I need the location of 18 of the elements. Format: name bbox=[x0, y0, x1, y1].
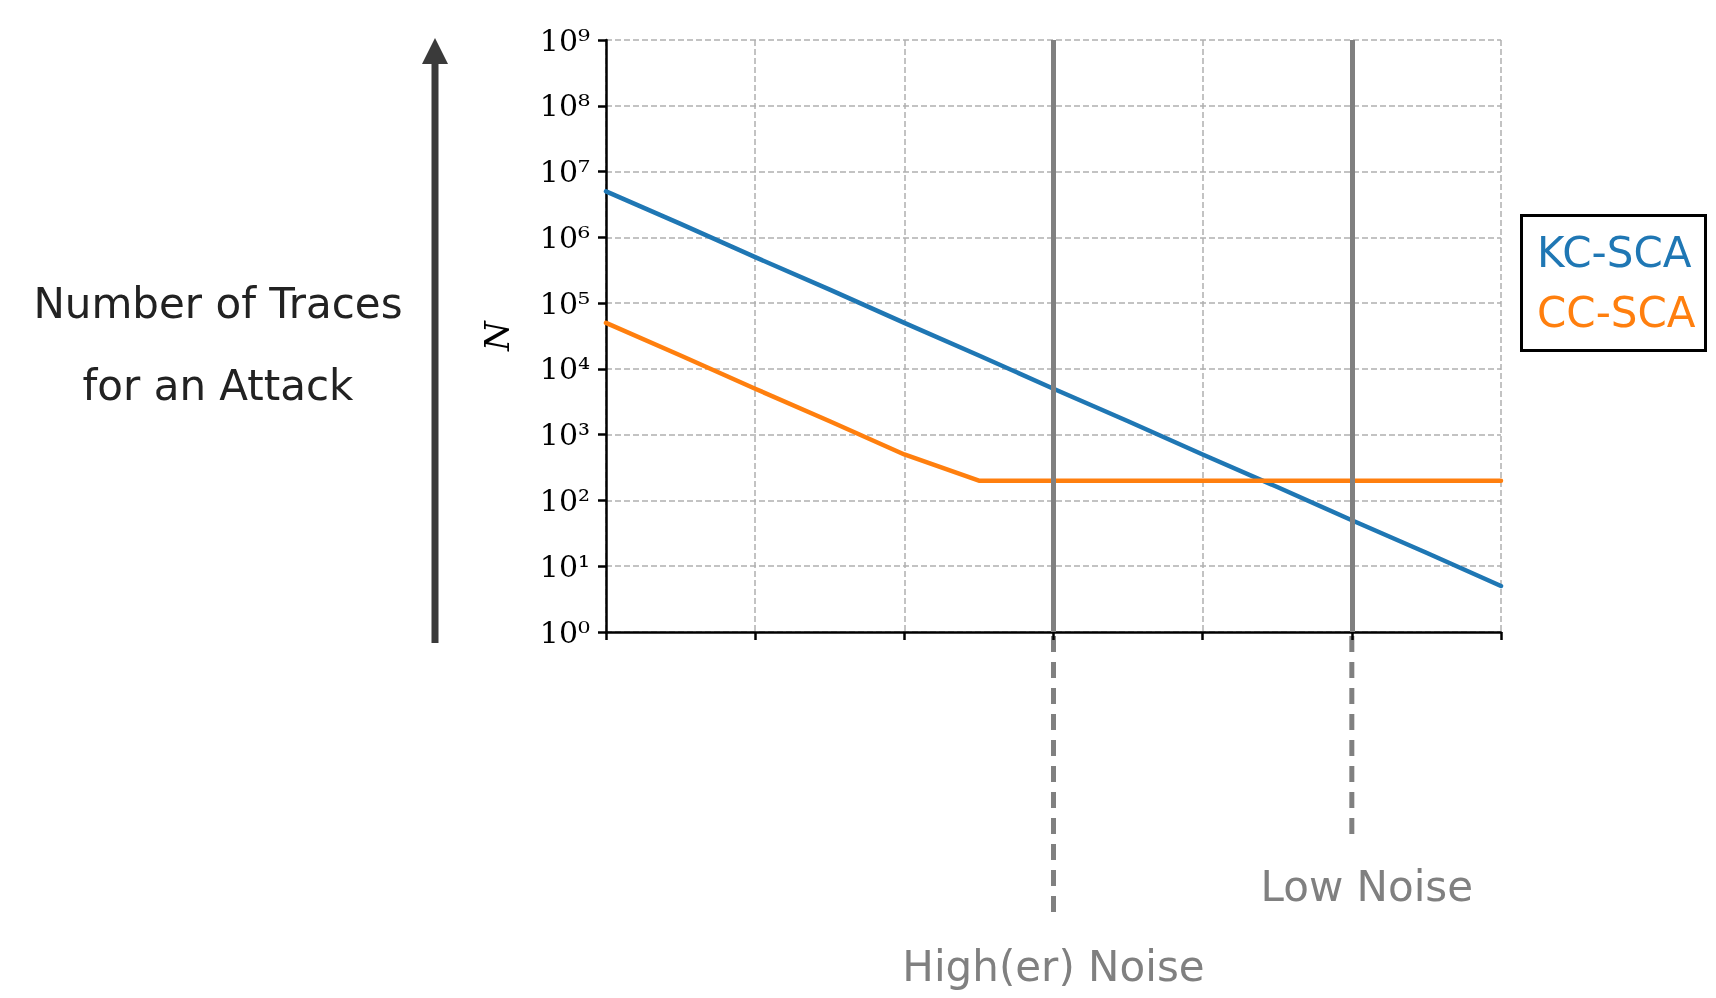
line-series bbox=[603, 320, 1504, 483]
y-tick-label: 10² bbox=[539, 482, 590, 518]
y-tick-label: 10⁴ bbox=[539, 351, 590, 387]
text: Number of Traces for an Attack bbox=[32, 278, 404, 412]
y-tick-label: 10⁰ bbox=[539, 614, 590, 650]
y-tick-label: 10⁵ bbox=[539, 285, 590, 321]
y-axis-title: N bbox=[477, 319, 517, 352]
y-tick-label: 10⁶ bbox=[539, 219, 590, 255]
y-tick-label: 10⁹ bbox=[539, 22, 590, 58]
text: KC-SCA bbox=[1537, 227, 1693, 279]
y-tick-label: 10⁷ bbox=[539, 154, 590, 190]
text: CC-SCA bbox=[1537, 287, 1696, 339]
y-tick-label: 10³ bbox=[539, 417, 590, 453]
text: High(er) Noise bbox=[902, 942, 1205, 991]
text: Low Noise bbox=[1260, 862, 1474, 911]
y-tick-label: 10⁸ bbox=[539, 88, 590, 124]
y-tick-label: 10¹ bbox=[539, 548, 590, 584]
line-series bbox=[603, 189, 1504, 589]
